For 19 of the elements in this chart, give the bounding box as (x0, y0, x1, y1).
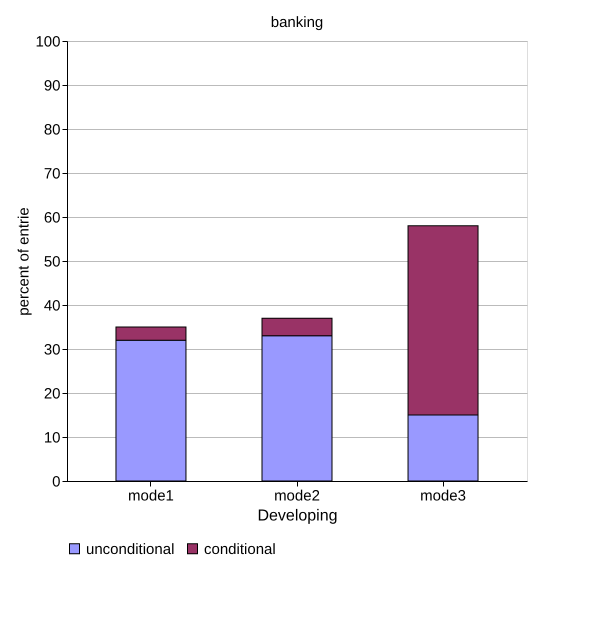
x-tick-label: mode2 (274, 488, 320, 504)
x-tick-label: mode1 (128, 488, 174, 504)
x-tick-label: mode3 (420, 488, 466, 504)
legend-label: unconditional (86, 540, 174, 558)
legend-label: conditional (204, 540, 276, 558)
y-tick-label: 40 (44, 298, 60, 314)
y-tick-label: 70 (44, 166, 60, 182)
y-tick-label: 90 (44, 78, 60, 94)
y-tick-label: 60 (44, 210, 60, 226)
y-tick-label: 50 (44, 254, 60, 270)
y-axis-title: percent of entrie (15, 207, 32, 316)
y-tick-label: 10 (44, 430, 60, 446)
y-tick-label: 100 (35, 34, 60, 50)
chart-title: banking (270, 14, 324, 31)
y-tick-label: 20 (44, 386, 60, 402)
x-axis-title: Developing (257, 508, 338, 524)
y-tick-label: 0 (52, 474, 60, 490)
y-tick-label: 80 (44, 122, 60, 138)
y-tick-label: 30 (44, 342, 60, 358)
